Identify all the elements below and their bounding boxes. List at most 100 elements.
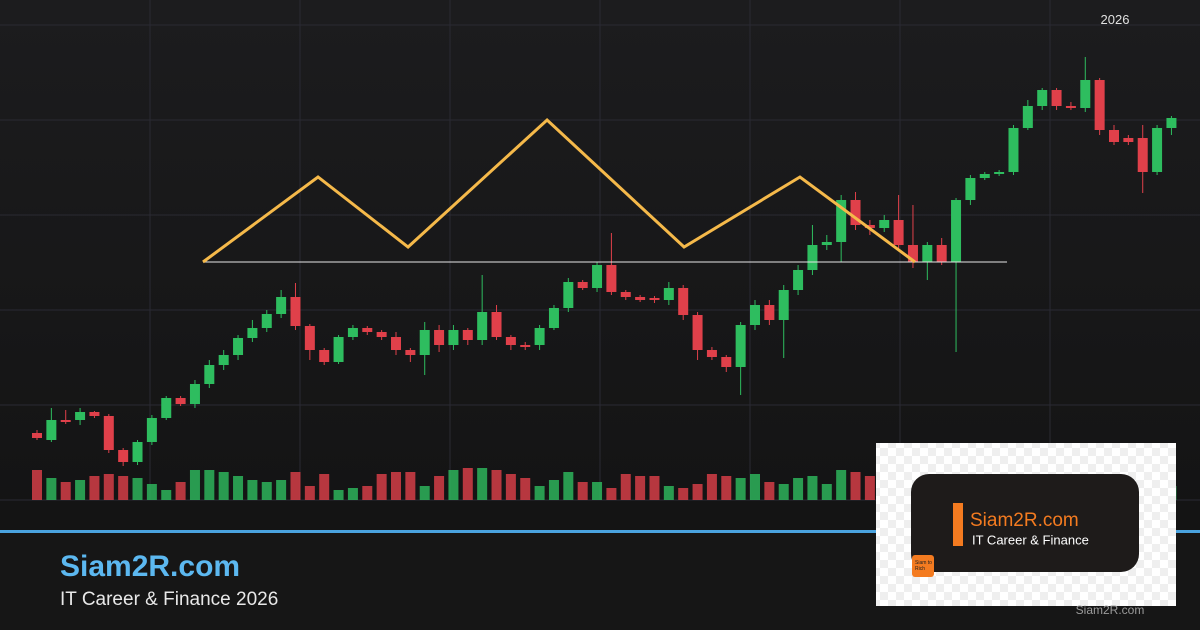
volume-bar — [247, 480, 258, 500]
candle-body — [879, 220, 890, 228]
candle-body — [721, 357, 732, 367]
volume-bar — [836, 470, 847, 500]
candle-body — [563, 282, 574, 308]
candle-body — [649, 298, 660, 300]
volume-bar — [218, 472, 229, 500]
volume-bar — [520, 478, 531, 500]
candle-body — [606, 265, 617, 292]
candle-body — [994, 172, 1005, 174]
candle-body — [750, 305, 760, 325]
candle-body — [793, 270, 804, 290]
volume-bar — [807, 476, 818, 500]
volume-bar — [175, 482, 186, 500]
candle-body — [261, 314, 272, 328]
candle-body — [1037, 90, 1048, 106]
candle-body — [1008, 128, 1019, 172]
candle-body — [706, 350, 717, 357]
candle-body — [1080, 80, 1091, 108]
candle-body — [1065, 106, 1076, 108]
candle-body — [362, 328, 373, 332]
candle-body — [907, 245, 918, 262]
logo-watermark: Siam2R.com — [1076, 603, 1145, 617]
volume-bar — [419, 486, 430, 500]
banner-title: Siam2R.com — [60, 550, 240, 583]
logo-badge — [912, 555, 934, 577]
candle-body — [132, 442, 143, 462]
volume-bar — [750, 474, 760, 500]
volume-bar — [491, 470, 502, 500]
candle-body — [419, 330, 430, 355]
candle-body — [979, 174, 990, 178]
candle-body — [850, 200, 861, 225]
volume-bar — [46, 478, 57, 500]
volume-bar — [548, 480, 559, 500]
banner-subtitle: IT Career & Finance 2026 — [60, 589, 278, 610]
candle-body — [1123, 138, 1134, 142]
candle-body — [936, 245, 947, 262]
candle-body — [1137, 138, 1148, 172]
volume-bar — [233, 476, 244, 500]
logo-subtitle: IT Career & Finance — [972, 532, 1089, 547]
volume-bar — [405, 472, 416, 500]
candle-body — [333, 337, 344, 362]
volume-bar — [678, 488, 689, 500]
volume-bar — [778, 484, 789, 500]
volume-bar — [620, 474, 631, 500]
volume-bar — [606, 488, 617, 500]
candle-body — [1051, 90, 1062, 106]
candle-body — [161, 398, 172, 418]
logo-card — [911, 474, 1139, 572]
candle-body — [233, 338, 244, 355]
candle-body — [635, 297, 646, 300]
candle-body — [764, 305, 775, 320]
candle-body — [1166, 118, 1177, 128]
volume-bar — [721, 476, 732, 500]
volume-bar — [434, 476, 445, 500]
volume-bar — [376, 474, 387, 500]
volume-bar — [534, 486, 545, 500]
candle-body — [60, 420, 71, 422]
volume-bar — [204, 470, 215, 500]
candle-body — [491, 312, 502, 337]
candle-body — [46, 420, 57, 440]
candle-body — [118, 450, 129, 462]
volume-bar — [577, 482, 588, 500]
candle-body — [548, 308, 559, 328]
volume-bar — [391, 472, 401, 500]
candle-body — [175, 398, 186, 404]
volume-bar — [189, 470, 200, 500]
candle-body — [434, 330, 445, 345]
volume-bar — [161, 490, 172, 500]
volume-bar — [462, 468, 473, 500]
logo-title: Siam2R.com — [970, 510, 1079, 531]
logo-badge-text: Siam to Rich — [915, 560, 932, 572]
grid — [0, 0, 1200, 501]
volume-bar — [103, 474, 114, 500]
candle-body — [965, 178, 976, 200]
candle-body — [620, 292, 631, 297]
volume-bar — [146, 484, 157, 500]
volume-bar — [692, 484, 703, 500]
candle-body — [189, 384, 200, 404]
candle-body — [505, 337, 516, 345]
candle-body — [807, 245, 818, 270]
candle-body — [577, 282, 588, 288]
candle-body — [247, 328, 258, 338]
logo: Siam2R.com IT Career & Finance Siam to R… — [876, 443, 1176, 617]
candle-body — [836, 200, 847, 242]
volume-bar — [261, 482, 272, 500]
divider — [0, 530, 1200, 533]
volume-bar — [60, 482, 71, 500]
candle-body — [376, 332, 387, 337]
candle-body — [276, 297, 287, 314]
candle-body — [922, 245, 933, 262]
candle-body — [319, 350, 330, 362]
volume-bar — [75, 480, 86, 500]
candle-body — [89, 412, 100, 416]
volume-bar — [132, 478, 143, 500]
volume-bar — [821, 484, 832, 500]
volume-bar — [735, 478, 746, 500]
volume-bar — [592, 482, 603, 500]
